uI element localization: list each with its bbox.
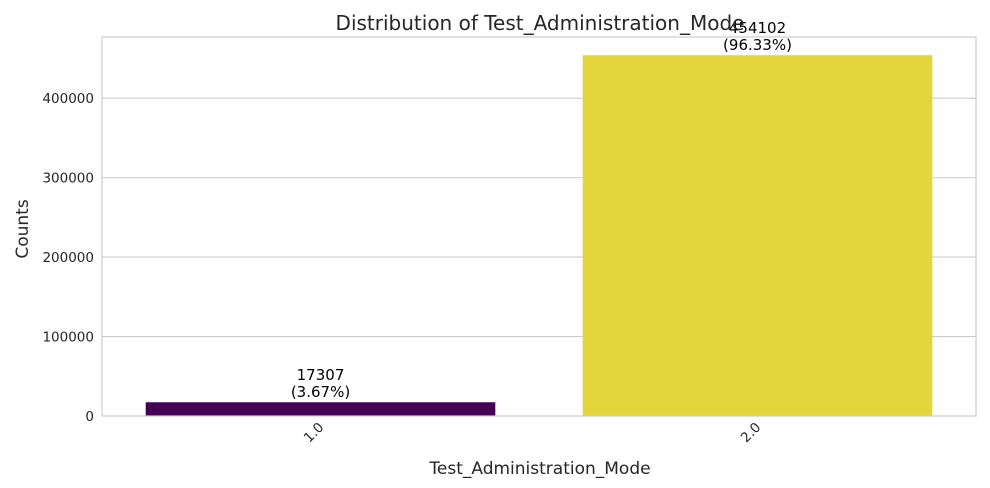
y-axis-label: Counts: [13, 199, 33, 258]
chart-title: Distribution of Test_Administration_Mode: [336, 11, 745, 35]
bar-1.0: [145, 402, 496, 416]
bar-percent-label-1: (96.33%): [723, 36, 792, 54]
y-tick-label-0: 0: [85, 409, 94, 425]
bar-2.0: [582, 55, 933, 416]
bar-value-label-0: 17307: [297, 366, 345, 384]
bar-value-labels: 17307(3.67%) 454102(96.33%): [291, 19, 792, 401]
y-tick-label-2: 200000: [42, 250, 94, 266]
x-tick-label-1: 2.0: [738, 420, 765, 447]
y-axis-ticks: 0 100000 200000 300000 400000: [42, 91, 94, 425]
bars: [145, 55, 933, 416]
y-tick-label-4: 400000: [42, 91, 94, 107]
x-tick-label-0: 1.0: [301, 420, 328, 447]
y-tick-label-3: 300000: [42, 171, 94, 187]
bar-value-label-1: 454102: [729, 19, 786, 37]
plot-frame: [101, 36, 977, 417]
x-axis-label: Test_Administration_Mode: [428, 459, 650, 479]
bar-percent-label-0: (3.67%): [291, 383, 350, 401]
y-tick-label-1: 100000: [42, 330, 94, 346]
x-axis-ticks: 1.0 2.0: [301, 420, 765, 447]
